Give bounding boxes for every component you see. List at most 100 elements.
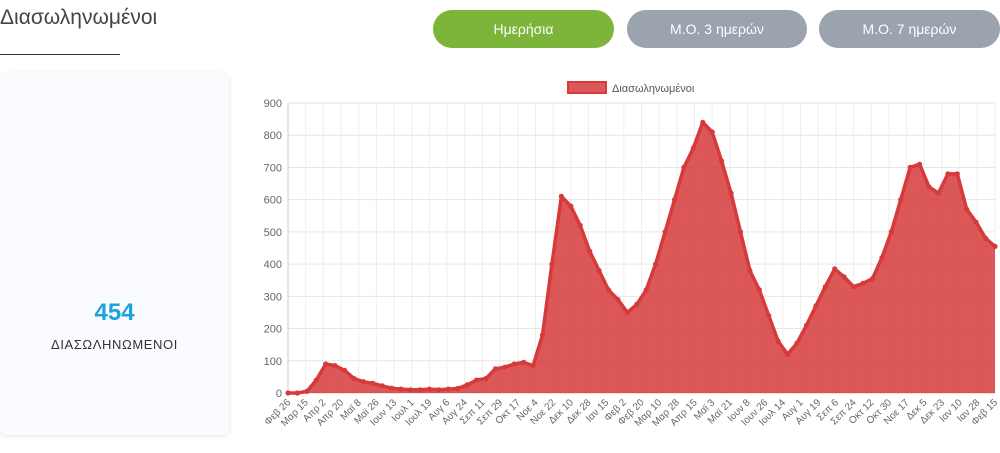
y-tick-label: 900: [264, 98, 282, 110]
data-point: [323, 361, 329, 367]
data-point: [898, 197, 904, 203]
data-point: [813, 303, 819, 309]
y-tick-label: 100: [264, 356, 282, 368]
data-point: [313, 377, 319, 383]
data-point: [964, 206, 970, 212]
data-point: [615, 297, 621, 303]
data-point: [719, 158, 725, 164]
y-tick-label: 600: [264, 195, 282, 207]
data-point: [473, 377, 480, 383]
data-point: [549, 261, 555, 267]
page-title: Διασωληνωμένοι: [0, 6, 158, 29]
data-point: [822, 284, 828, 290]
data-point: [351, 375, 357, 382]
data-point: [917, 161, 923, 167]
data-point: [587, 248, 593, 254]
data-point: [483, 375, 489, 382]
y-tick-label: 500: [264, 227, 282, 239]
data-point: [464, 382, 470, 388]
data-point: [841, 274, 847, 280]
data-point: [690, 145, 696, 151]
legend-swatch: [567, 81, 607, 94]
data-point: [436, 387, 442, 393]
data-point: [445, 386, 451, 392]
data-point: [992, 243, 998, 249]
data-point: [577, 222, 583, 228]
data-point: [954, 171, 960, 177]
data-point: [426, 386, 432, 392]
data-point: [332, 363, 338, 369]
data-point: [643, 287, 649, 293]
data-point: [983, 235, 989, 241]
data-point: [935, 190, 942, 196]
data-point: [455, 385, 461, 392]
y-tick-label: 800: [264, 130, 282, 142]
stat-value: 454: [94, 299, 135, 326]
data-point: [285, 390, 291, 396]
data-point: [502, 364, 508, 370]
stat-label: ΔΙΑΣΩΛΗΝΩΜΕΝΟΙ: [51, 337, 178, 352]
tab-7day-average[interactable]: Μ.Ο. 7 ημερών: [819, 10, 1000, 48]
view-tabs: Ημερήσια Μ.Ο. 3 ημερών Μ.Ο. 7 ημερών: [433, 10, 1000, 48]
data-point: [492, 366, 498, 372]
data-point: [869, 276, 876, 282]
data-point: [945, 171, 951, 177]
series-area: [288, 122, 995, 394]
data-point: [888, 229, 894, 235]
data-point: [634, 301, 640, 307]
data-point: [766, 313, 772, 319]
data-point: [530, 363, 536, 369]
data-point: [407, 387, 414, 393]
data-point: [360, 379, 366, 385]
data-point: [370, 380, 376, 386]
data-point: [294, 390, 300, 396]
data-point: [671, 197, 678, 203]
data-point: [775, 338, 781, 344]
data-point: [681, 164, 687, 170]
data-point: [398, 386, 404, 392]
data-point: [879, 255, 885, 261]
data-point: [653, 261, 659, 267]
title-underline: [0, 54, 120, 55]
data-point: [860, 280, 866, 286]
y-tick-label: 0: [276, 388, 282, 400]
data-point: [389, 385, 395, 391]
data-point: [851, 284, 857, 290]
y-tick-label: 300: [264, 291, 282, 303]
tab-daily[interactable]: Ημερήσια: [433, 10, 614, 48]
data-point: [511, 361, 517, 367]
data-point: [756, 287, 762, 293]
y-tick-label: 700: [264, 162, 282, 174]
y-tick-label: 200: [264, 324, 282, 336]
data-point: [624, 309, 630, 315]
data-point: [747, 268, 753, 274]
data-point: [558, 193, 564, 199]
data-point: [417, 387, 423, 393]
data-point: [709, 129, 715, 135]
data-point: [662, 229, 668, 235]
data-point: [803, 322, 810, 328]
data-point: [737, 229, 744, 235]
series-line: [288, 120, 997, 395]
data-point: [728, 190, 734, 196]
tab-3day-average[interactable]: Μ.Ο. 3 ημερών: [627, 10, 807, 48]
data-point: [700, 119, 706, 125]
stat-card: 454 ΔΙΑΣΩΛΗΝΩΜΕΝΟΙ: [0, 73, 229, 435]
legend-label: Διασωληνωμένοι: [612, 83, 695, 95]
data-point: [926, 184, 932, 190]
data-point: [907, 164, 913, 170]
data-point: [832, 266, 838, 272]
data-point: [785, 351, 791, 357]
data-point: [794, 340, 800, 346]
data-point: [568, 203, 574, 209]
data-point: [605, 287, 612, 293]
data-point: [596, 268, 602, 274]
data-point: [304, 388, 310, 394]
data-point: [379, 383, 385, 389]
y-tick-label: 400: [264, 259, 282, 271]
data-point: [521, 359, 527, 365]
data-point: [973, 219, 979, 225]
data-point: [539, 332, 546, 338]
data-point: [342, 367, 348, 373]
